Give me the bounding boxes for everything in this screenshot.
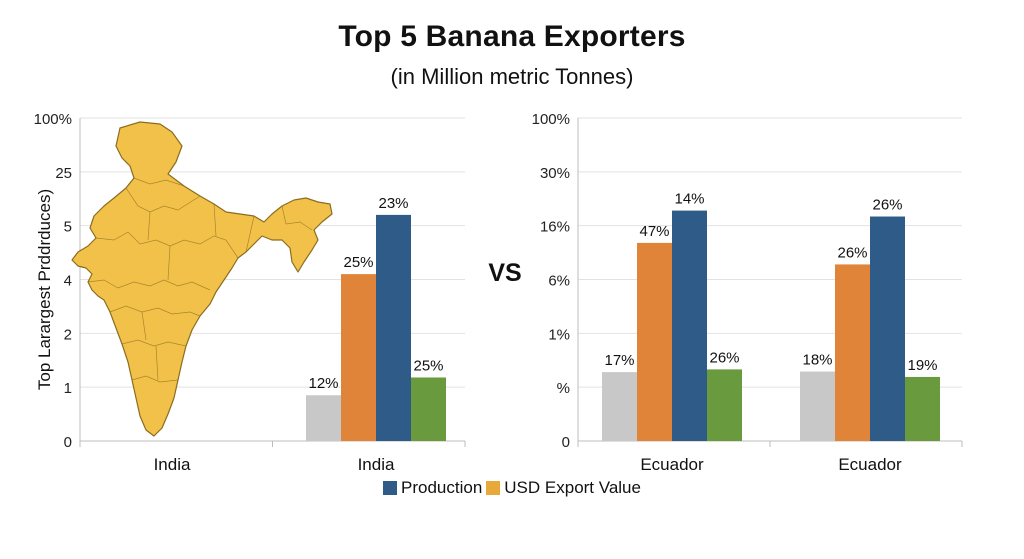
bar-value-label: 26% bbox=[872, 197, 902, 214]
legend-swatch bbox=[486, 481, 501, 495]
bar-value-label: 14% bbox=[674, 191, 704, 208]
chart-legend: Production USD Export Value bbox=[0, 478, 1024, 498]
bar-value-label: 18% bbox=[802, 352, 832, 369]
chart-subtitle: (in Million metric Tonnes) bbox=[390, 64, 634, 89]
y-tick-label: % bbox=[557, 380, 570, 397]
y-tick-label: 25 bbox=[55, 165, 72, 182]
y-tick-label: 1 bbox=[64, 380, 72, 397]
chart-title: Top 5 Banana Exporters bbox=[338, 20, 686, 53]
bar bbox=[376, 214, 411, 441]
y-tick-label: 100% bbox=[532, 111, 570, 128]
bar bbox=[602, 372, 637, 441]
bar bbox=[870, 216, 905, 441]
legend-item: USD Export Value bbox=[486, 478, 641, 498]
bar-value-label: 26% bbox=[709, 349, 739, 366]
bar-value-label: 23% bbox=[378, 195, 408, 212]
x-category-label: Ecuador bbox=[640, 455, 704, 474]
y-tick-label: 1% bbox=[548, 326, 570, 343]
bar-value-label: 17% bbox=[604, 352, 634, 369]
y-tick-label: 2 bbox=[64, 326, 72, 343]
y-tick-label: 0 bbox=[562, 434, 570, 451]
bar-value-label: 47% bbox=[639, 223, 669, 240]
y-tick-label: 30% bbox=[540, 165, 570, 182]
x-category-label: India bbox=[358, 455, 395, 474]
bar-value-label: 26% bbox=[837, 244, 867, 261]
x-category-label: Ecuador bbox=[838, 455, 902, 474]
y-tick-label: 100% bbox=[34, 111, 72, 128]
y-tick-label: 4 bbox=[64, 273, 72, 290]
india-map-icon bbox=[71, 121, 333, 437]
bar bbox=[411, 377, 446, 441]
ecuador-panel: 100% 30% 16% 6% 1%% 0 17% 47% 14% 26% Ecuador 18% 26… bbox=[532, 111, 963, 474]
bar bbox=[800, 371, 835, 441]
india-panel: 100% 25 5 4 2 1 0 Top Larargest Prddrduces) Indi… bbox=[34, 111, 466, 474]
y-tick-label: 0 bbox=[64, 434, 72, 451]
vs-label: VS bbox=[488, 259, 521, 287]
bar-value-label: 25% bbox=[343, 254, 373, 271]
india-map-shape bbox=[71, 121, 333, 437]
legend-swatch bbox=[383, 481, 397, 495]
state-borders bbox=[87, 177, 313, 383]
y-axis-label: Top Larargest Prddrduces) bbox=[35, 189, 54, 390]
bar bbox=[835, 264, 870, 441]
x-category-label: India bbox=[154, 455, 191, 474]
bar bbox=[707, 369, 742, 441]
bar-value-label: 19% bbox=[907, 357, 937, 374]
bar bbox=[905, 376, 940, 441]
bar bbox=[306, 395, 341, 441]
legend-label: Production bbox=[401, 478, 483, 497]
legend-item: Production bbox=[383, 478, 482, 498]
bar-value-label: 25% bbox=[413, 357, 443, 374]
bar bbox=[672, 210, 707, 441]
legend-label: USD Export Value bbox=[504, 478, 641, 497]
bar bbox=[341, 274, 376, 441]
y-tick-label: 6% bbox=[548, 273, 570, 290]
bar bbox=[637, 242, 672, 441]
bar-value-label: 12% bbox=[308, 375, 338, 392]
y-tick-label: 5 bbox=[64, 219, 72, 236]
y-tick-label: 16% bbox=[540, 219, 570, 236]
